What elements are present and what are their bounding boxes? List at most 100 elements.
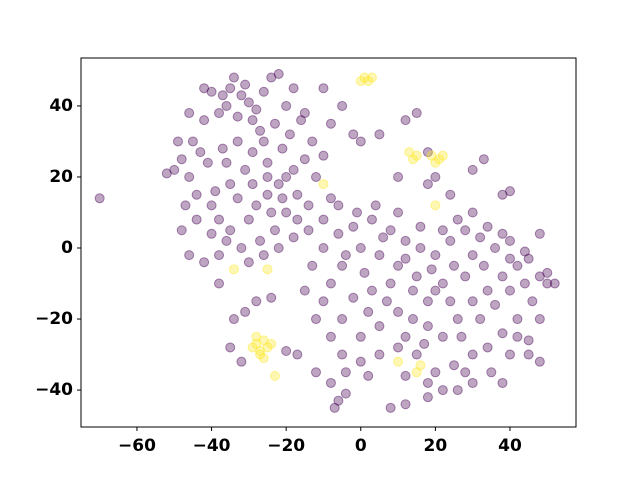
plot-area	[81, 58, 576, 427]
scatter-point	[437, 225, 448, 236]
scatter-point	[325, 331, 336, 342]
scatter-point	[199, 257, 210, 268]
scatter-point	[497, 271, 508, 282]
scatter-point	[169, 164, 180, 175]
x-tick-label: 40	[498, 436, 522, 456]
scatter-point	[519, 278, 530, 289]
scatter-point	[359, 267, 370, 278]
scatter-point	[333, 200, 344, 211]
scatter-point	[430, 367, 441, 378]
scatter-point	[184, 250, 195, 261]
scatter-point	[430, 157, 441, 168]
scatter-point	[269, 225, 280, 236]
scatter-point	[94, 193, 105, 204]
scatter-point	[258, 335, 269, 346]
scatter-point	[228, 72, 239, 83]
scatter-point	[333, 395, 344, 406]
scatter-point	[482, 221, 493, 232]
scatter-point	[411, 271, 422, 282]
scatter-point	[411, 349, 422, 360]
scatter-point	[266, 292, 277, 303]
scatter-point	[426, 150, 437, 161]
scatter-point	[437, 278, 448, 289]
scatter-point	[251, 200, 262, 211]
scatter-point	[206, 86, 217, 97]
scatter-point	[452, 214, 463, 225]
scatter-point	[184, 108, 195, 119]
scatter-point	[449, 360, 460, 371]
scatter-point	[221, 157, 232, 168]
scatter-point	[467, 349, 478, 360]
scatter-point	[374, 129, 385, 140]
scatter-point	[393, 260, 404, 271]
scatter-point	[240, 306, 251, 317]
scatter-point	[214, 278, 225, 289]
scatter-point	[434, 154, 445, 165]
scatter-point	[381, 296, 392, 307]
scatter-point	[430, 200, 441, 211]
scatter-point	[519, 246, 530, 257]
scatter-point	[340, 250, 351, 261]
scatter-point	[355, 76, 366, 87]
scatter-point	[426, 264, 437, 275]
scatter-point	[542, 267, 553, 278]
scatter-point	[247, 115, 258, 126]
scatter-point	[281, 100, 292, 111]
scatter-point	[411, 108, 422, 119]
scatter-point	[176, 225, 187, 236]
scatter-point	[292, 214, 303, 225]
scatter-point	[490, 299, 501, 310]
scatter-point	[415, 221, 426, 232]
scatter-point	[460, 367, 471, 378]
scatter-point	[243, 214, 254, 225]
scatter-point	[393, 342, 404, 353]
scatter-point	[269, 370, 280, 381]
scatter-point	[325, 278, 336, 289]
scatter-point	[542, 278, 553, 289]
scatter-point	[366, 72, 377, 83]
scatter-point	[400, 370, 411, 381]
scatter-point	[236, 243, 247, 254]
scatter-point	[266, 207, 277, 218]
scatter-point	[411, 150, 422, 161]
scatter-point	[497, 189, 508, 200]
scatter-point	[325, 118, 336, 129]
scatter-point	[486, 367, 497, 378]
scatter-point	[504, 235, 515, 246]
scatter-point	[370, 200, 381, 211]
scatter-point	[504, 349, 515, 360]
scatter-point	[258, 353, 269, 364]
scatter-point	[400, 331, 411, 342]
scatter-point	[422, 179, 433, 190]
scatter-point	[355, 356, 366, 367]
scatter-point	[251, 296, 262, 307]
scatter-point	[385, 278, 396, 289]
scatter-point	[490, 243, 501, 254]
scatter-point	[452, 385, 463, 396]
scatter-point	[262, 189, 273, 200]
scatter-point	[262, 264, 273, 275]
scatter-point	[534, 314, 545, 325]
scatter-point	[255, 125, 266, 136]
scatter-point	[217, 90, 228, 101]
scatter-point	[355, 331, 366, 342]
scatter-point	[288, 83, 299, 94]
scatter-point	[325, 377, 336, 388]
scatter-point	[240, 79, 251, 90]
scatter-point	[475, 232, 486, 243]
scatter-point	[255, 349, 266, 360]
scatter-point	[445, 235, 456, 246]
scatter-point	[352, 207, 363, 218]
scatter-point	[337, 260, 348, 271]
y-tick-label: −20	[35, 309, 73, 329]
scatter-point	[214, 250, 225, 261]
scatter-point	[228, 314, 239, 325]
scatter-point	[363, 306, 374, 317]
scatter-point	[288, 232, 299, 243]
scatter-point	[262, 157, 273, 168]
scatter-point	[262, 342, 273, 353]
scatter-point	[478, 154, 489, 165]
scatter-point	[172, 136, 183, 147]
scatter-point	[258, 136, 269, 147]
